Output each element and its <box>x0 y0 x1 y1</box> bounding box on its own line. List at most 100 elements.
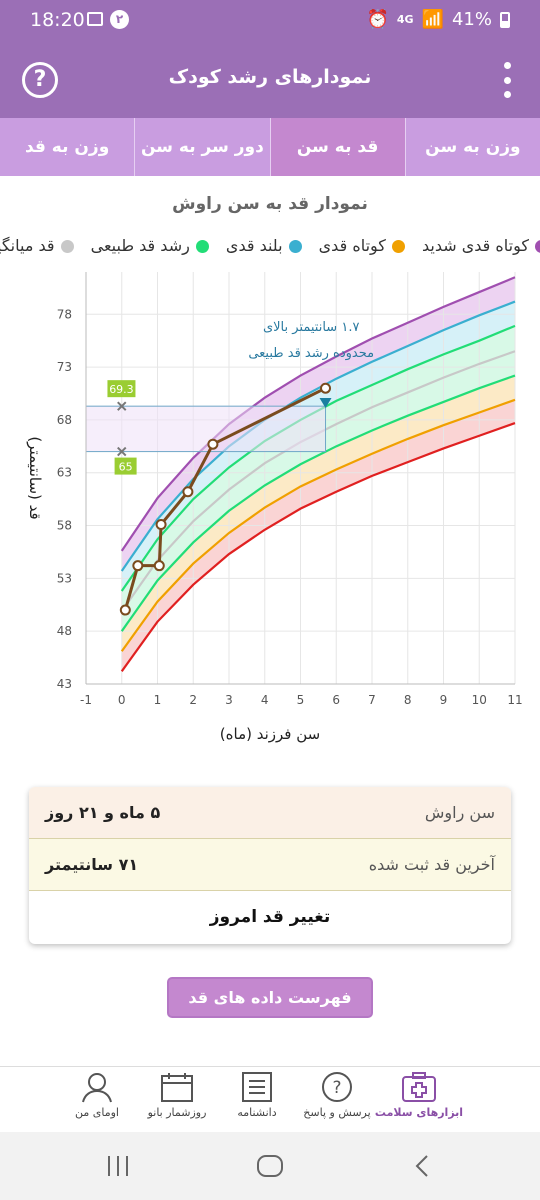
menu-dot-icon <box>504 62 511 69</box>
y-axis-label: قد (سانتیمتر) <box>26 436 44 519</box>
reference-curve-lower-normal <box>120 374 516 632</box>
range-high-badge <box>107 380 136 398</box>
legend-dot-icon <box>60 240 74 253</box>
chart-band <box>121 375 515 652</box>
legend-label: کوتاه قدی شدید <box>422 236 529 255</box>
battery-icon <box>500 11 510 28</box>
y-tick-label: 78 <box>57 307 72 321</box>
nav-calendar[interactable]: روزشمار بانو <box>127 1071 227 1119</box>
child-height-point <box>153 560 165 572</box>
page-title: نمودارهای رشد کودک <box>168 66 372 88</box>
legend-item-tall[interactable]: بلند قدی <box>226 236 302 255</box>
legend-label: قد میانگین <box>0 236 55 255</box>
range-low-badge <box>114 457 137 475</box>
chart-band <box>121 351 515 632</box>
age-value: ۵ ماه و ۲۱ روز <box>45 803 161 822</box>
chart-tabs: وزن به قد دور سر به سن قد به سن وزن به س… <box>0 118 540 176</box>
legend-dot-icon <box>535 240 540 253</box>
age-row: سن راوش ۵ ماه و ۲۱ روز <box>29 787 511 839</box>
chart-overlay: 69.3 65 ۱.۷ سانتیمتر بالای محدوده رشد قد طب… <box>85 320 374 475</box>
x-tick-label: 9 <box>440 693 448 707</box>
x-tick-label: 7 <box>368 693 376 707</box>
chart-band <box>121 399 515 672</box>
calendar-icon <box>161 1073 193 1102</box>
legend-label: رشد قد طبیعی <box>90 236 190 255</box>
x-tick-label: 3 <box>225 693 233 707</box>
change-height-button[interactable]: تغییر قد امروز <box>209 907 331 927</box>
y-tick-label: 58 <box>57 519 72 533</box>
chart-legend: کوتاه قدی شدید کوتاه قدی بلند قدی رشد قد… <box>0 236 540 262</box>
chart-title: نمودار قد به سن راوش <box>172 194 368 214</box>
svg-text:?: ? <box>332 1078 341 1098</box>
x-tick-label: -1 <box>80 693 92 707</box>
signal-icon: 📶 <box>421 9 444 30</box>
nav-profile[interactable]: اومای من <box>47 1071 147 1119</box>
legend-item-normal[interactable]: رشد قد طبیعی <box>91 236 209 255</box>
recent-apps-icon[interactable] <box>105 1154 131 1178</box>
nav-label: ابزارهای سلامت <box>374 1106 464 1119</box>
status-bar: 18:20 ۲ ⏰ 4G 📶 41% <box>0 0 540 40</box>
nav-questions[interactable]: ? پرسش و پاسخ <box>287 1071 387 1119</box>
menu-dot-icon <box>504 76 511 84</box>
x-tick-label: 10 <box>472 693 487 707</box>
gallery-icon <box>87 12 103 26</box>
overflow-menu-button[interactable] <box>504 62 512 98</box>
child-height-point <box>207 438 219 450</box>
chart-bands <box>121 277 515 672</box>
x-tick-label: 4 <box>261 693 269 707</box>
chart-band <box>121 301 515 592</box>
normal-range-box <box>85 405 327 453</box>
alarm-icon: ⏰ <box>366 9 389 30</box>
legend-dot-icon <box>391 240 405 253</box>
nav-label: پرسش و پاسخ <box>303 1106 371 1119</box>
legend-item-very-short[interactable]: کوتاه قدی شدید <box>422 236 540 255</box>
child-height-point <box>182 486 194 498</box>
x-tick-label: 0 <box>118 693 126 707</box>
app-bar: ? نمودارهای رشد کودک <box>0 40 540 118</box>
range-x-marker <box>117 446 127 457</box>
range-high-label: 69.3 <box>109 383 134 396</box>
y-tick-label: 48 <box>57 624 72 638</box>
legend-item-short[interactable]: کوتاه قدی <box>319 236 405 255</box>
nav-encyclopedia[interactable]: دانشنامه <box>207 1071 307 1119</box>
back-icon[interactable] <box>412 1154 432 1178</box>
nav-label: روزشمار بانو <box>147 1106 207 1119</box>
system-navigation-bar <box>0 1132 540 1200</box>
menu-dot-icon <box>504 91 511 98</box>
battery-percent: 41% <box>451 9 492 30</box>
profile-icon <box>82 1073 112 1103</box>
tab-weight-for-height[interactable]: وزن به قد <box>24 137 110 157</box>
reference-curve-very-tall <box>120 276 516 552</box>
y-tick-label: 73 <box>57 360 72 374</box>
book-icon <box>242 1072 272 1102</box>
tab-height-for-age[interactable]: قد به سن <box>269 118 405 176</box>
x-tick-label: 1 <box>154 693 162 707</box>
chart-annotation: ۱.۷ سانتیمتر بالای <box>263 320 359 335</box>
tab-weight-for-age[interactable]: وزن به سن <box>404 118 540 176</box>
x-tick-label: 5 <box>297 693 305 707</box>
last-height-label: آخرین قد ثبت شده <box>368 855 495 874</box>
status-time: 18:20 <box>30 9 85 31</box>
reference-curve-tall <box>120 300 516 572</box>
legend-dot-icon <box>288 240 302 253</box>
current-value-marker <box>319 397 332 408</box>
legend-label: بلند قدی <box>225 236 283 255</box>
range-x-marker <box>117 401 127 411</box>
chart-band <box>121 325 515 612</box>
last-height-value: ۷۱ سانتیمتر <box>45 855 139 874</box>
height-data-list-button[interactable]: فهرست داده های قد راوش <box>167 977 373 1044</box>
medical-kit-icon <box>402 1072 436 1102</box>
legend-label: کوتاه قدی <box>318 236 386 255</box>
nav-health-tools[interactable]: ابزارهای سلامت <box>369 1071 469 1119</box>
age-label: سن راوش <box>424 803 495 822</box>
tab-head-circumference[interactable]: دور سر به سن <box>134 118 269 176</box>
nav-label: دانشنامه <box>237 1106 277 1119</box>
y-tick-label: 53 <box>57 571 72 585</box>
notification-count-badge: ۲ <box>110 10 129 29</box>
legend-item-median[interactable]: قد میانگین <box>0 236 74 255</box>
help-button[interactable]: ? <box>22 62 58 98</box>
home-icon[interactable] <box>256 1154 284 1178</box>
y-tick-label: 63 <box>57 466 72 480</box>
